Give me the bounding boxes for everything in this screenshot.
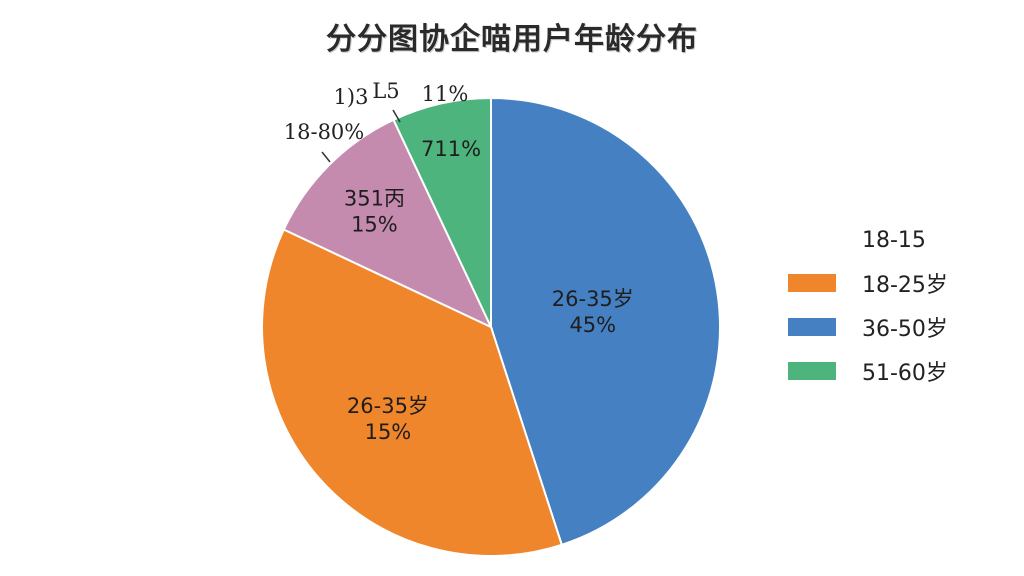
slice-label-2-0: 351丙 (344, 186, 405, 210)
legend-swatch (788, 362, 836, 380)
slice-label-1-1: 15% (365, 420, 412, 444)
legend-label: 51-60岁 (862, 361, 948, 386)
legend-item-1: 36-50岁 (788, 305, 948, 349)
pie-slice-2 (282, 118, 494, 330)
slice-label-2-1: 15% (351, 212, 398, 236)
pie-slice-1 (261, 228, 564, 557)
pie-slice-3 (392, 96, 492, 328)
legend-items: 18-25岁 36-50岁 51-60岁 (788, 261, 948, 393)
leader-line-0 (321, 151, 331, 163)
outer-label-1: 1)3 (334, 85, 369, 109)
outer-label-3: 11% (422, 82, 469, 106)
chart-title: 分分图协企喵用户年龄分布 (326, 22, 698, 57)
legend-swatch (788, 274, 836, 292)
legend-item-2: 51-60岁 (788, 349, 948, 393)
legend-title: 18-15 (862, 228, 926, 253)
outer-label-0: 18-80% (284, 120, 365, 144)
legend-swatch (788, 318, 836, 336)
legend: 18-15 18-25岁 36-50岁 51-60岁 (788, 228, 948, 393)
pie-slices (261, 96, 721, 557)
pie-slice-0 (490, 96, 721, 547)
leader-line-1 (392, 109, 401, 123)
leader-lines (321, 109, 401, 163)
slice-label-1-0: 26-35岁 (347, 394, 429, 418)
legend-item-0: 18-25岁 (788, 261, 948, 305)
slice-label-0-0: 26-35岁 (552, 287, 634, 311)
legend-label: 36-50岁 (862, 317, 948, 342)
legend-label: 18-25岁 (862, 273, 948, 298)
slice-label-0-1: 45% (569, 313, 616, 337)
slice-label-3-0: 711% (421, 137, 481, 161)
outer-label-2: L5 (372, 79, 399, 103)
